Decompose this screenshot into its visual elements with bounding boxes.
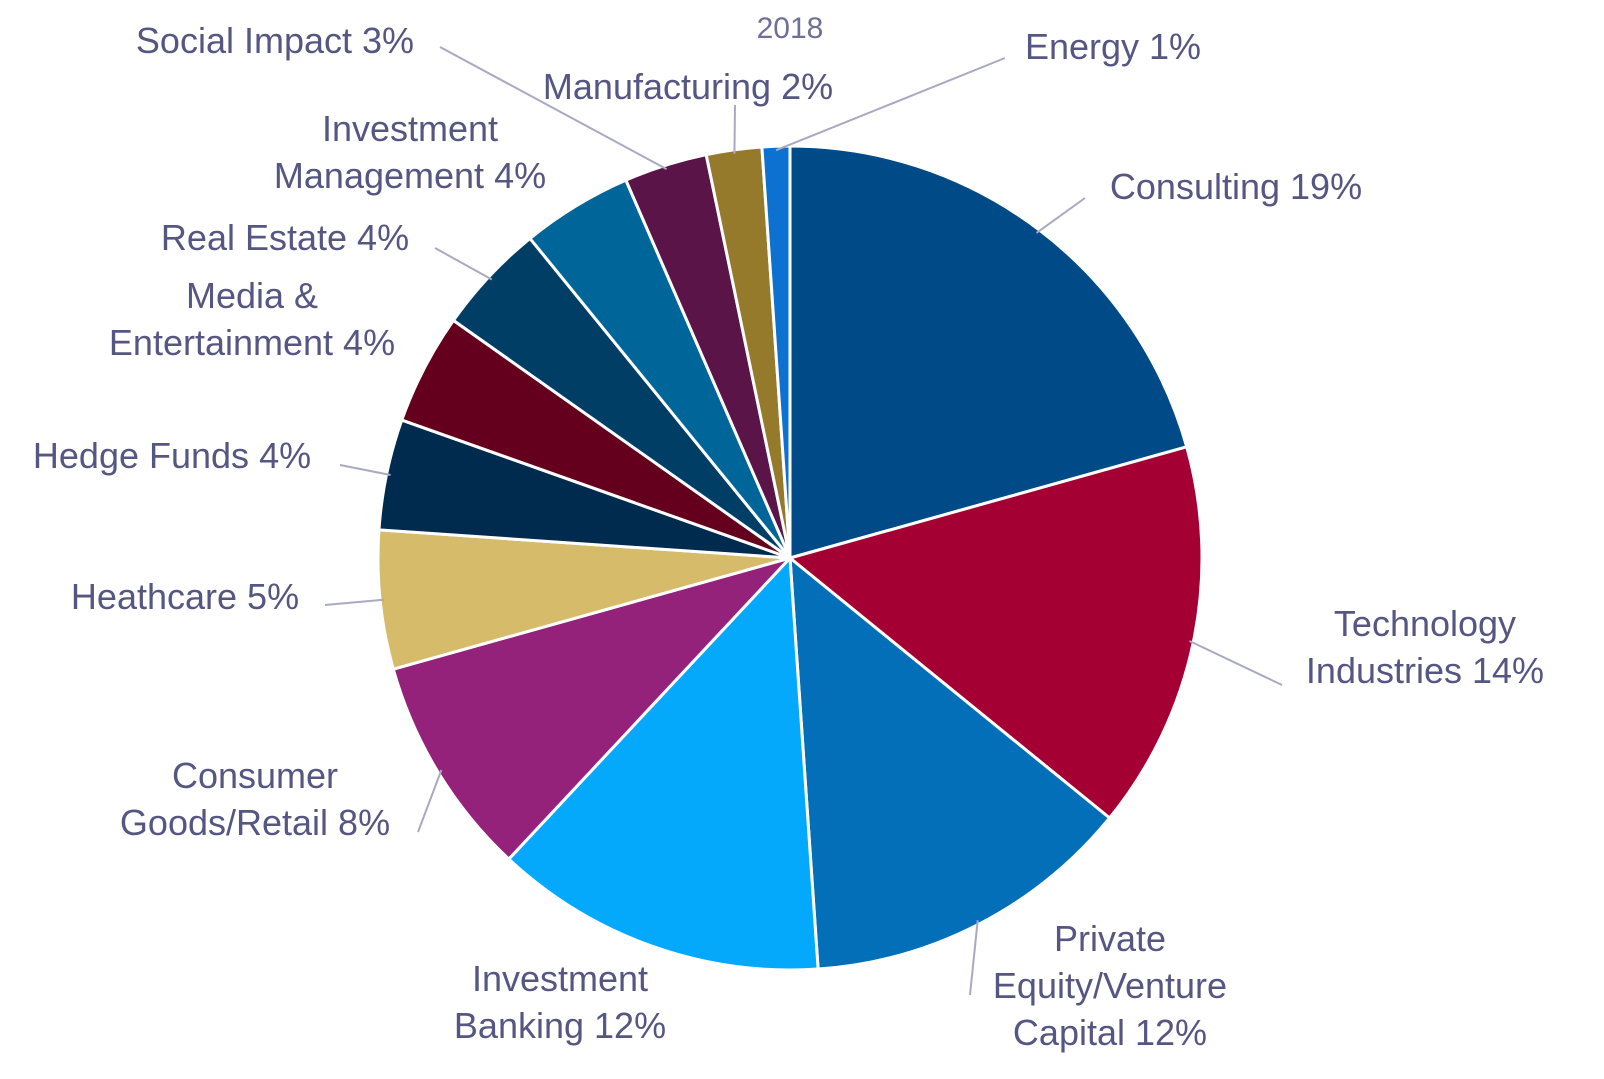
slice-label: Investment Banking 12%	[430, 955, 690, 1049]
pie-slice	[391, 555, 795, 862]
slice-label: Media & Entertainment 4%	[80, 272, 425, 366]
value-label: 4%	[343, 322, 396, 363]
pie-slice	[788, 144, 1189, 560]
leader-line	[324, 598, 385, 606]
leader-line	[775, 57, 1006, 152]
leader-line	[1189, 640, 1283, 686]
leader-line	[969, 920, 979, 996]
leader-line	[1035, 197, 1086, 234]
value-label: 4%	[494, 155, 547, 196]
value-label: 5%	[247, 576, 300, 617]
slice-label: Real Estate 4%	[85, 214, 485, 261]
category-name: Consumer Goods/Retail	[119, 755, 339, 843]
leader-line	[417, 769, 443, 833]
slice-label: Private Equity/Venture Capital 12%	[960, 915, 1260, 1056]
category-name: Technology Industries	[1305, 603, 1517, 691]
slice-label: Investment Management 4%	[245, 105, 575, 199]
value-label: 3%	[362, 20, 415, 61]
leader-line	[439, 46, 668, 170]
category-name: Consulting	[1109, 166, 1281, 207]
value-label: 2%	[781, 66, 834, 107]
slice-label: Social Impact 3%	[75, 17, 475, 64]
value-label: 4%	[357, 217, 410, 258]
category-name: Private Equity/Venture Capital	[992, 918, 1228, 1053]
pie-slice	[506, 554, 820, 972]
category-name: Media & Entertainment	[108, 275, 334, 363]
category-name: Investment Banking	[453, 958, 649, 1046]
slice-label: Hedge Funds 4%	[0, 432, 372, 479]
value-label: 4%	[259, 435, 312, 476]
value-label: 1%	[1149, 26, 1202, 67]
value-label: 8%	[338, 802, 391, 843]
slice-label: Energy 1%	[913, 23, 1313, 70]
category-name: Energy	[1024, 26, 1140, 67]
slice-label: Consulting 19%	[1036, 163, 1436, 210]
category-name: Real Estate	[160, 217, 348, 258]
category-name: Manufacturing	[542, 66, 772, 107]
category-name: Investment Management	[273, 108, 499, 196]
leader-line	[733, 104, 736, 154]
value-label: 12%	[594, 1005, 667, 1046]
pie-slice	[760, 144, 792, 559]
value-label: 12%	[1135, 1012, 1208, 1053]
slice-label: Heathcare 5%	[0, 573, 385, 620]
leader-line	[339, 464, 391, 476]
value-label: 14%	[1472, 650, 1545, 691]
pie-slice	[788, 554, 1112, 971]
category-name: Hedge Funds	[32, 435, 250, 476]
category-name: Social Impact	[135, 20, 353, 61]
leader-line	[434, 247, 493, 281]
value-label: 19%	[1290, 166, 1363, 207]
slice-label: Technology Industries 14%	[1280, 600, 1570, 694]
slice-label: Consumer Goods/Retail 8%	[90, 752, 420, 846]
category-name: Heathcare	[70, 576, 238, 617]
slice-label: Manufacturing 2%	[488, 63, 888, 110]
chart-title: 2018	[756, 12, 824, 45]
